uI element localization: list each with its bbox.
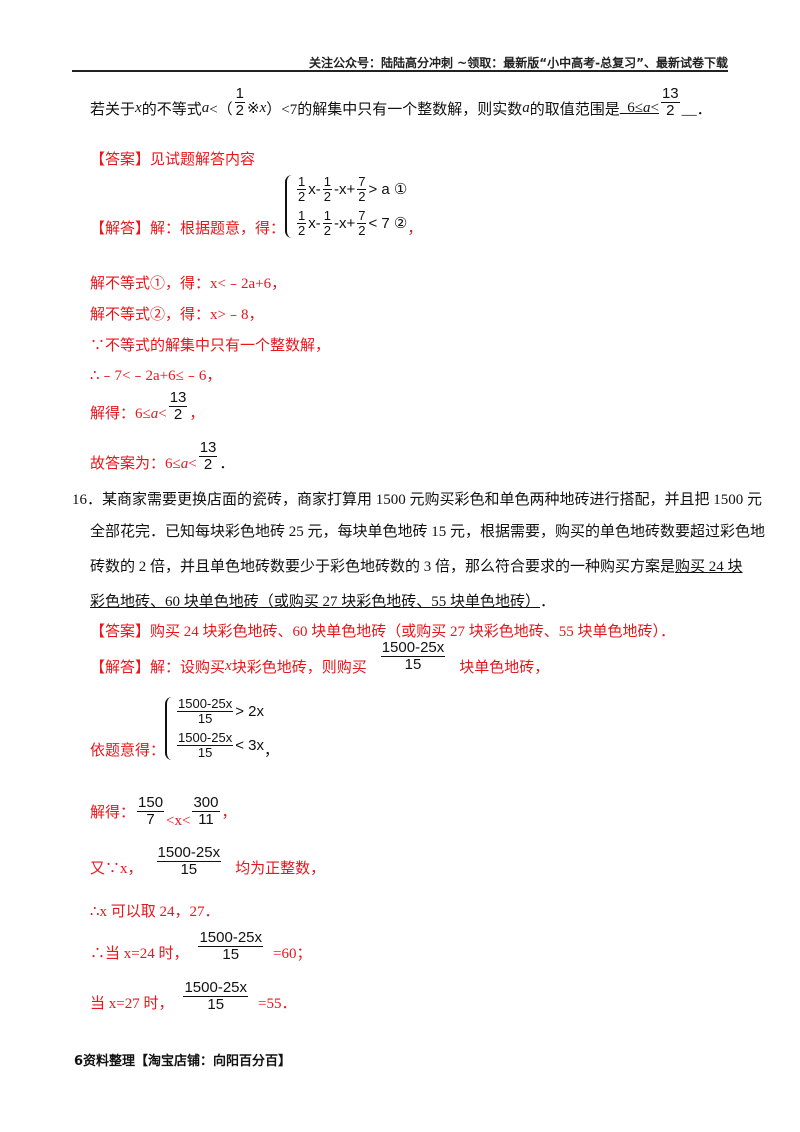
- solution-line: ∴x 可以取 24，27．: [90, 904, 220, 920]
- solution-line: ∴﹣7<﹣2a+6≤﹣6，: [90, 368, 222, 384]
- solution-line: 解不等式①，得：x<﹣2a+6，: [90, 276, 287, 292]
- solution-line: ∴当 x=24 时， 1500-25x 15 =60；: [90, 929, 312, 963]
- q16-text: 全部花完．已知每块彩色地砖 25 元，每块单色地砖 15 元，根据需要，购买的单…: [90, 524, 766, 540]
- solution-line: 解得：6≤ a <13 2，: [90, 389, 205, 423]
- q16-system: 依题意得： 1500-25x 15 > 2x 1500-25x 15 < 3x ，: [90, 696, 280, 760]
- q16-text: 16．某商家需要更换店面的瓷砖，商家打算用 1500 元购买彩色和单色两种地砖进…: [72, 492, 763, 508]
- q16-text: 砖数的 2 倍，并且单色地砖数要少于彩色地砖数的 3 倍，那么符合要求的一种购买…: [90, 559, 743, 575]
- q15-answer-blank: 6≤a<: [627, 99, 659, 116]
- q15-answer: 【答案】见试题解答内容: [90, 152, 256, 168]
- header-rule: [72, 70, 728, 72]
- solution-line: ∵不等式的解集中只有一个整数解，: [90, 338, 331, 354]
- q16-text: 彩色地砖、60 块单色地砖（或购买 27 块彩色地砖、55 块单色地砖） ．: [90, 594, 556, 610]
- page-header: 关注公众号：陆陆高分冲刺 ~领取：最新版“小中高考-总复习”、最新试卷下载: [309, 56, 728, 70]
- solution-line: 解不等式②，得：x>﹣8，: [90, 307, 264, 323]
- solution-line: 当 x=27 时， 1500-25x 15 =55．: [90, 979, 297, 1013]
- page-footer: 6资料整理【淘宝店铺：向阳百分百】: [74, 1054, 292, 1069]
- q15-solution-system: 【解答】解：根据题意，得： 1 2 x- 1 2 -x+ 7 2 > a ① 1 2 x- 1 2 -x+…: [90, 174, 423, 238]
- solution-line: 故答案为：6≤ a <13 2 ．: [90, 439, 235, 473]
- solution-line: 解得： 150 7 <x< 300 11，: [90, 794, 237, 829]
- solution-line: 又∵x， 1500-25x 15 均为正整数，: [90, 844, 326, 878]
- q16-answer: 【答案】购买 24 块彩色地砖、60 块单色地砖（或购买 27 块彩色地砖、55…: [90, 624, 676, 640]
- solution-line: 【解答】解：设购买 x 块彩色地砖，则购买 1500-25x 15 块单色地砖，: [90, 639, 550, 676]
